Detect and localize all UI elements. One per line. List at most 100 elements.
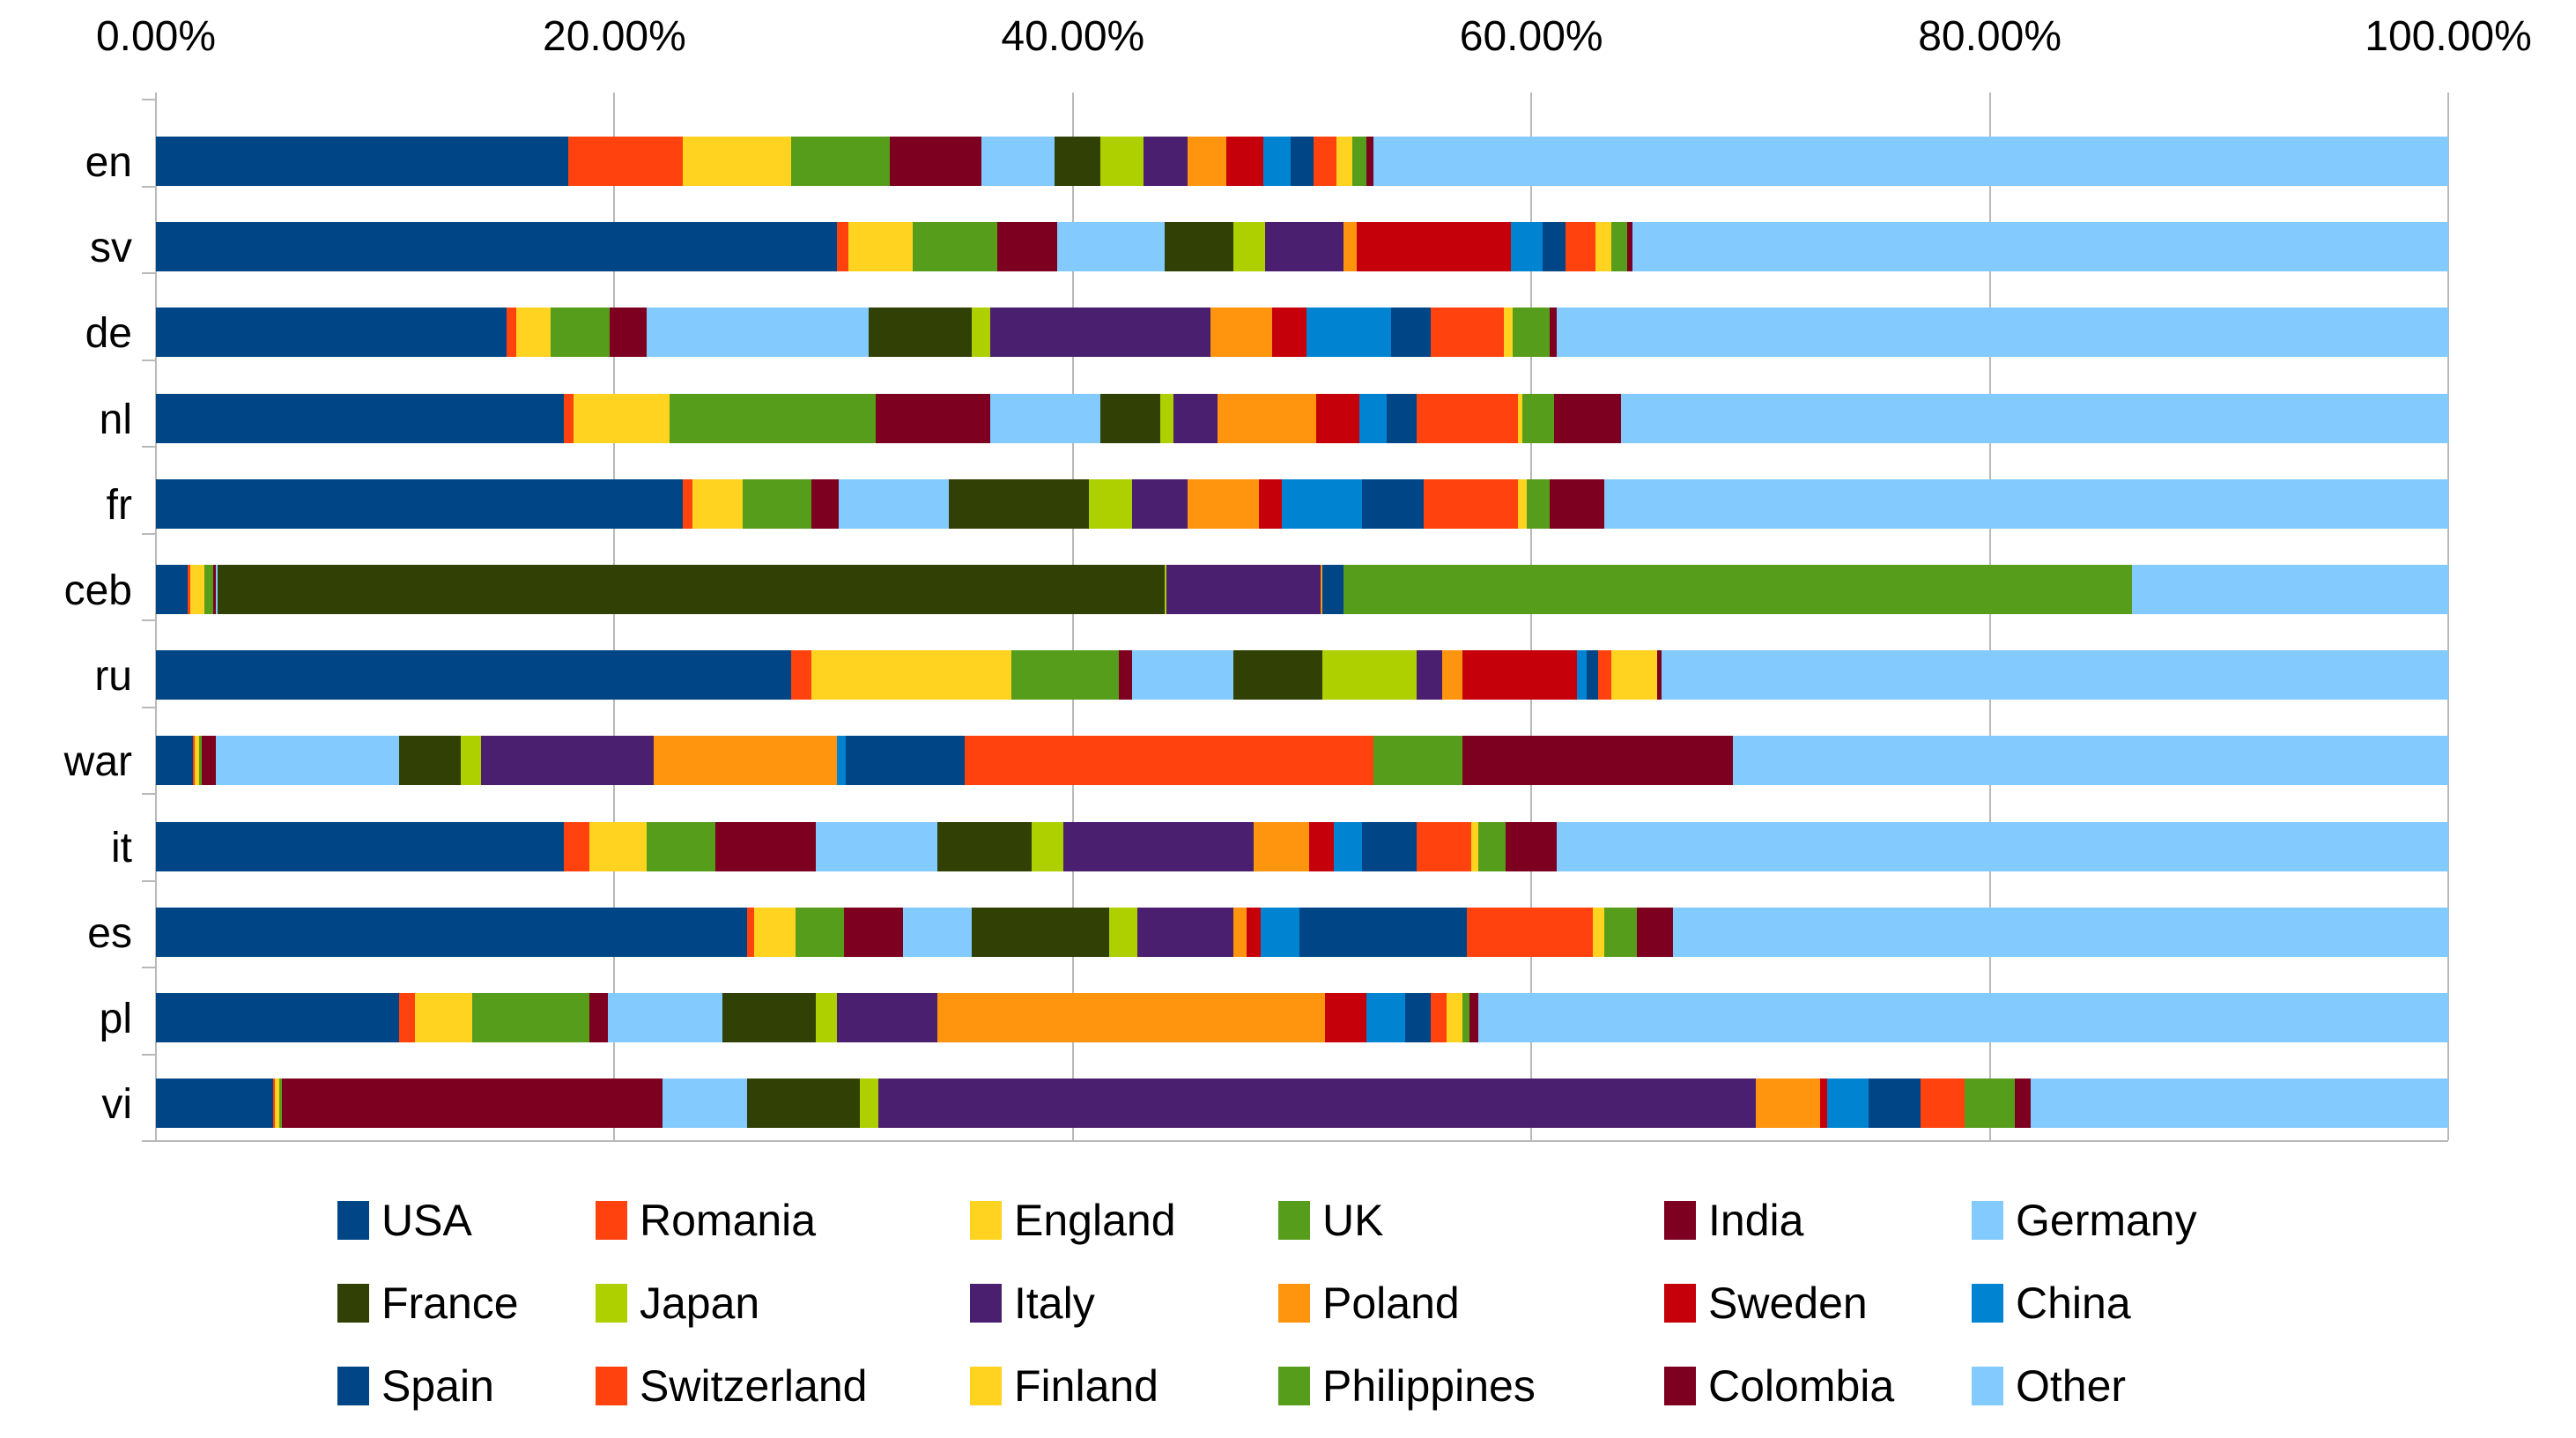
bar-segment-england	[848, 222, 913, 272]
row-label-pl: pl	[99, 996, 132, 1042]
row-label-ceb: ceb	[63, 567, 132, 614]
legend-item-england: England	[970, 1195, 1176, 1246]
legend-swatch-philippines	[1278, 1367, 1310, 1405]
bar-segment-china	[1262, 137, 1291, 186]
bar-segment-other	[1604, 478, 2448, 529]
bar-segment-other	[1478, 993, 2448, 1042]
x-axis-line	[156, 1140, 2448, 1142]
row-label-vi: vi	[101, 1081, 132, 1129]
bar-segment-germany	[903, 907, 973, 957]
bar-segment-romania	[398, 993, 415, 1042]
bar-segment-switzerland	[1467, 907, 1594, 957]
bar-segment-colombia	[1366, 137, 1373, 186]
legend-item-sweden: Sweden	[1664, 1278, 1868, 1329]
bar-segment-italy	[1173, 393, 1218, 443]
bar-war	[156, 736, 2448, 786]
bar-segment-poland	[653, 736, 837, 786]
bar-segment-england	[692, 478, 744, 529]
row-label-ru: ru	[94, 653, 132, 700]
bar-segment-sweden	[1226, 137, 1263, 186]
bar-segment-switzerland	[1417, 393, 1518, 443]
bar-segment-other	[1662, 650, 2448, 700]
bar-segment-sweden	[1819, 1078, 1827, 1129]
gridline	[1071, 93, 1074, 1140]
bar-segment-japan	[461, 736, 482, 786]
bar-segment-poland	[1343, 222, 1358, 272]
bar-segment-india	[610, 308, 647, 358]
bar-segment-poland	[1187, 478, 1259, 529]
bar-segment-poland	[1756, 1078, 1820, 1129]
gridline	[1530, 93, 1533, 1140]
bar-segment-finland	[1611, 650, 1658, 700]
row-label-nl: nl	[99, 396, 132, 443]
legend-label-france: France	[381, 1279, 519, 1328]
bar-segment-japan	[859, 1078, 878, 1129]
bar-es	[156, 907, 2448, 957]
bar-segment-colombia	[1549, 478, 1605, 529]
bar-segment-poland	[1254, 821, 1309, 871]
bar-segment-colombia	[1636, 907, 1674, 957]
bar-segment-india	[588, 993, 608, 1042]
bar-segment-switzerland	[1430, 993, 1447, 1042]
bar-segment-philippines	[1513, 308, 1550, 358]
bar-segment-india	[202, 736, 216, 786]
y-axis-tick	[142, 1053, 156, 1056]
bar-segment-italy	[1417, 650, 1442, 700]
legend-item-france: France	[337, 1278, 519, 1329]
bar-segment-france	[218, 565, 1165, 614]
bar-segment-sweden	[1272, 308, 1307, 358]
bar-segment-romania	[564, 821, 589, 871]
bar-segment-spain	[1361, 478, 1424, 529]
bar-segment-philippines	[1604, 907, 1637, 957]
bar-segment-india	[1118, 650, 1133, 700]
bar-segment-france	[1164, 222, 1233, 272]
legend-swatch-finland	[970, 1367, 1002, 1405]
bar-segment-france	[1099, 393, 1160, 443]
bar-segment-japan	[1322, 650, 1418, 700]
bar-segment-finland	[1503, 308, 1514, 358]
bar-segment-england	[754, 907, 796, 957]
legend-label-switzerland: Switzerland	[640, 1361, 868, 1411]
bar-segment-italy	[990, 308, 1210, 358]
y-axis-tick	[142, 793, 156, 795]
bar-segment-uk	[550, 308, 611, 358]
legend-swatch-romania	[596, 1201, 627, 1240]
bar-segment-uk	[646, 821, 715, 871]
bar-segment-philippines	[1526, 478, 1550, 529]
bar-segment-china	[1366, 993, 1405, 1042]
bar-segment-romania	[790, 650, 812, 700]
bar-segment-uk	[199, 736, 203, 786]
bar-segment-spain	[1290, 137, 1314, 186]
gridline	[2447, 93, 2449, 1140]
legend-item-philippines: Philippines	[1278, 1360, 1536, 1412]
bar-segment-india	[843, 907, 904, 957]
bar-segment-colombia	[1462, 736, 1734, 786]
bar-segment-colombia	[2015, 1078, 2032, 1129]
legend-item-other: Other	[1972, 1360, 2126, 1412]
bar-segment-uk	[204, 565, 214, 614]
legend-item-india: India	[1664, 1195, 1803, 1246]
y-axis-tick	[142, 879, 156, 882]
legend-item-germany: Germany	[1972, 1195, 2197, 1246]
bar-segment-germany	[1132, 650, 1233, 700]
bar-segment-switzerland	[1313, 137, 1336, 186]
bar-segment-colombia	[1549, 308, 1557, 358]
legend-item-japan: Japan	[596, 1278, 759, 1329]
legend-label-romania: Romania	[640, 1196, 817, 1245]
bar-segment-japan	[1164, 565, 1167, 614]
bar-segment-romania	[272, 1078, 276, 1129]
bar-segment-usa	[156, 478, 684, 529]
x-axis-tick-label: 60.00%	[1459, 13, 1603, 60]
bar-segment-uk	[795, 907, 844, 957]
legend-item-colombia: Colombia	[1664, 1360, 1894, 1412]
row-label-de: de	[85, 310, 132, 358]
bar-segment-sweden	[1462, 650, 1578, 700]
bar-it	[156, 821, 2448, 871]
bar-segment-japan	[1109, 907, 1137, 957]
y-axis-tick	[142, 185, 156, 188]
bar-segment-uk	[743, 478, 812, 529]
bar-segment-spain	[1586, 650, 1598, 700]
bar-segment-colombia	[1554, 393, 1621, 443]
legend-item-switzerland: Switzerland	[596, 1360, 867, 1412]
bar-segment-switzerland	[1416, 821, 1472, 871]
